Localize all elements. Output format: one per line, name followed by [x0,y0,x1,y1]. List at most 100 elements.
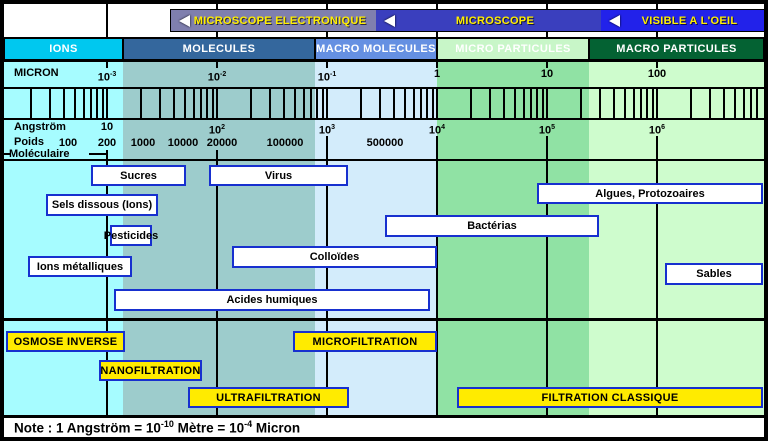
substance-box-pesticides: Pesticides [104,225,158,246]
substance-box-sables: Sables [665,263,763,285]
angstrom-tick [216,150,218,159]
ruler-minor-tick [750,88,752,118]
ruler-minor-tick [102,88,104,118]
ruler-minor-tick [514,88,516,118]
ruler-minor-tick [63,88,65,118]
bar-section-microscope: MICROSCOPE [376,10,601,31]
gridline-body [106,160,108,415]
ruler-minor-tick [599,88,601,118]
ruler-minor-tick [723,88,725,118]
poids-value: 20000 [206,137,238,149]
ruler-minor-tick [303,88,305,118]
band-ions: IONS [4,38,123,60]
micron-tick [326,61,328,68]
bar-section-label: MICROSCOPE [455,14,535,27]
ruler-minor-tick [413,88,415,118]
process-box-osmose-inverse: OSMOSE INVERSE [6,331,125,352]
ruler-minor-tick [294,88,296,118]
gridline-top [106,4,108,37]
ruler-minor-tick [489,88,491,118]
ruler-minor-tick [734,88,736,118]
process-box-microfiltration: MICROFILTRATION [293,331,437,352]
ruler-minor-tick [283,88,285,118]
ruler-minor-tick [159,88,161,118]
process-box-nanofiltration: NANOFILTRATION [99,360,202,381]
gridline-body [326,160,328,415]
ruler-minor-tick [613,88,615,118]
ruler-minor-tick [652,88,654,118]
gridline-body [656,160,658,415]
horizontal-divider [4,159,764,161]
column-bg-ions [4,61,123,415]
column-bg-macro-molecules [315,61,437,415]
poids-value: 1000 [130,137,156,149]
ruler-minor-tick [640,88,642,118]
ruler-minor-tick [426,88,428,118]
ruler-minor-tick [379,88,381,118]
bar-section-microscope-electronique: MICROSCOPE ELECTRONIQUE [171,10,376,31]
substance-box-bact-rias: Bactérias [385,215,599,237]
ruler-minor-tick [404,88,406,118]
band-macro-particules: MACRO PARTICULES [589,38,764,60]
micron-axis-label: MICRON [14,67,59,79]
angstrom-tick [436,136,438,159]
ruler-minor-tick [393,88,395,118]
band-micro-particules: MICRO PARTICULES [437,38,589,60]
ruler-minor-tick [624,88,626,118]
ruler-minor-tick [503,88,505,118]
micron-tick [106,61,108,68]
substance-box-sels-dissous-ions: Sels dissous (Ions) [46,194,158,216]
substance-box-ions-m-talliques: Ions métalliques [28,256,132,277]
substance-box-virus: Virus [209,165,348,186]
poids-value: 100 [58,137,78,149]
angstrom-tick [656,136,658,159]
bar-section-visible-a-l-oeil: VISIBLE A L'OEIL [601,10,765,31]
ruler-minor-tick [30,88,32,118]
process-box-ultrafiltration: ULTRAFILTRATION [188,387,349,408]
micron-tick [436,61,438,68]
micron-tick [656,61,658,68]
substance-box-collo-des: Colloïdes [232,246,437,268]
angstrom-scale-value: 106 [648,124,666,137]
micron-tick [546,61,548,68]
gridline-body [546,160,548,415]
column-bg-macro-particules [589,61,764,415]
ruler-minor-tick [206,88,208,118]
ruler-minor-tick [432,88,434,118]
gridline-body [436,160,438,415]
ruler-minor-tick [74,88,76,118]
poids-value: 200 [97,137,117,149]
micron-scale-value: 10-2 [207,71,227,84]
horizontal-divider [4,415,764,418]
horizontal-divider [4,87,764,89]
horizontal-divider [4,60,764,62]
substance-box-sucres: Sucres [91,165,186,186]
angstrom-tick [546,136,548,159]
left-arrow-icon [179,14,190,27]
ruler-minor-tick [310,88,312,118]
ruler-minor-tick [542,88,544,118]
ruler-major-tick [546,88,548,118]
ruler-major-tick [656,88,658,118]
ruler-minor-tick [646,88,648,118]
ruler-minor-tick [743,88,745,118]
ruler-minor-tick [633,88,635,118]
substance-box-algues-protozoaires: Algues, Protozoaires [537,183,763,204]
ruler-minor-tick [530,88,532,118]
column-bg-molecules [123,61,315,415]
band-macro-molecules: MACRO MOLECULES [315,38,437,60]
ruler-minor-tick [709,88,711,118]
ruler-minor-tick [173,88,175,118]
angstrom-axis-label: Angström [14,121,66,133]
ruler-minor-tick [250,88,252,118]
angstrom-scale-value: 103 [318,124,336,137]
substance-box-acides-humiques: Acides humiques [114,289,430,311]
ruler-minor-tick [140,88,142,118]
angstrom-scale-value: 102 [208,124,226,137]
ruler-minor-tick [360,88,362,118]
leader-dash [89,153,106,155]
bar-section-label: MICROSCOPE ELECTRONIQUE [193,14,367,27]
angstrom-scale-value: 10 [100,121,114,133]
ruler-major-tick [326,88,328,118]
ruler-minor-tick [316,88,318,118]
